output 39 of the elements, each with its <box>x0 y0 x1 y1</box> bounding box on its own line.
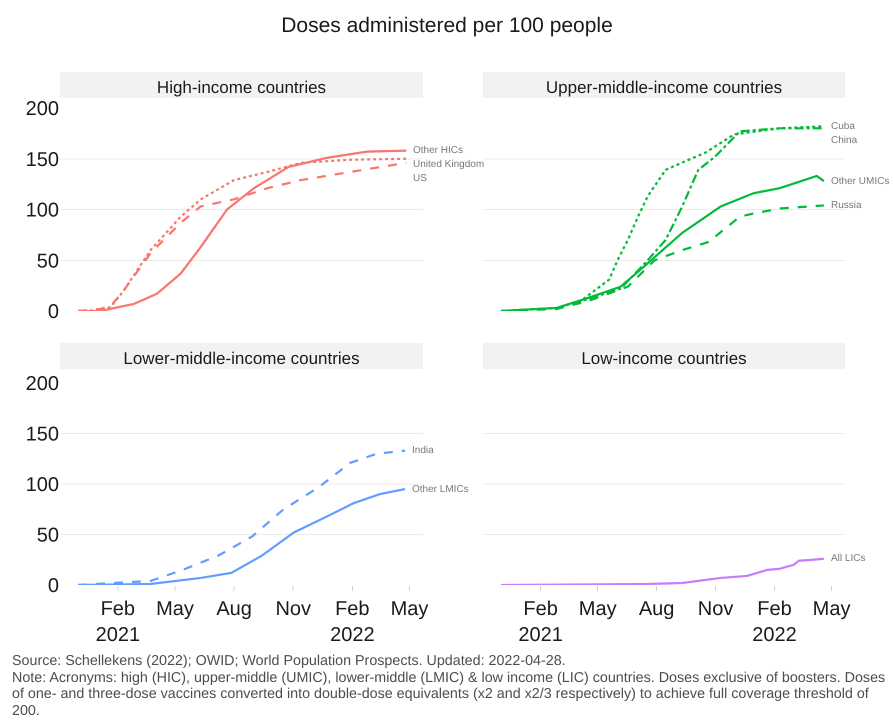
text: Doses administered per 100 people <box>280 14 614 38</box>
y-tick-label: 200 <box>26 98 59 120</box>
series-label: United Kingdom <box>413 159 484 170</box>
x-tick-label: Feb 2021 <box>518 598 563 646</box>
x-tick-label: May <box>156 598 194 620</box>
x-tick-label: Aug <box>638 598 674 620</box>
chart-title: Lower-middle-income countries <box>123 349 360 368</box>
x-tick-label: May <box>390 598 428 620</box>
chart-title: Upper-middle-income countries <box>546 78 782 97</box>
series-label: Russia <box>831 200 862 211</box>
y-tick-label: 0 <box>48 575 59 597</box>
y-tick-label: 100 <box>26 474 59 496</box>
x-tick-label: May <box>578 598 617 620</box>
y-tick-label: 150 <box>26 148 59 171</box>
series-label: Other UMICs <box>831 176 890 187</box>
x-tick-label: Feb 2022 <box>752 598 797 646</box>
x-tick-label: Feb 2021 <box>96 598 140 646</box>
y-tick-label: 200 <box>26 373 59 395</box>
y-tick-label: 50 <box>36 524 59 546</box>
y-tick-label: 150 <box>26 424 59 446</box>
text: Note: Acronyms: high (HIC), upper-middle (UMIC), lower-middle (LMIC) & low income (LIC) countries. Doses exclusive of boosters. Doses of one- and three-dose vaccines converted into double-dose equivalents (x2 and x2/3 respectively) to achieve full coverage threshold of 200. <box>12 670 886 719</box>
y-tick-label: 100 <box>26 200 59 222</box>
series-label: All LICs <box>831 553 866 564</box>
series-label: India <box>412 445 434 456</box>
series-label: Other HICs <box>413 145 464 156</box>
x-tick-label: May <box>812 598 850 620</box>
y-tick-label: 50 <box>36 250 59 272</box>
chart-title: Low-income countries <box>581 349 747 368</box>
series-label: Cuba <box>831 121 856 132</box>
y-tick-label: 0 <box>48 301 59 323</box>
x-tick-label: Nov <box>275 598 312 620</box>
chart-title: High-income countries <box>156 78 326 97</box>
source-note: Source: Schellekens (2022); OWID; World Population Prospects. Updated: 2022-04-28. <box>12 653 567 670</box>
series-label: Other LMICs <box>412 484 469 495</box>
x-tick-label: Nov <box>698 598 734 620</box>
x-tick-label: Feb 2022 <box>330 598 375 646</box>
x-tick-label: Aug <box>216 598 252 620</box>
series-label: China <box>831 135 858 146</box>
series-label: US <box>413 173 428 184</box>
